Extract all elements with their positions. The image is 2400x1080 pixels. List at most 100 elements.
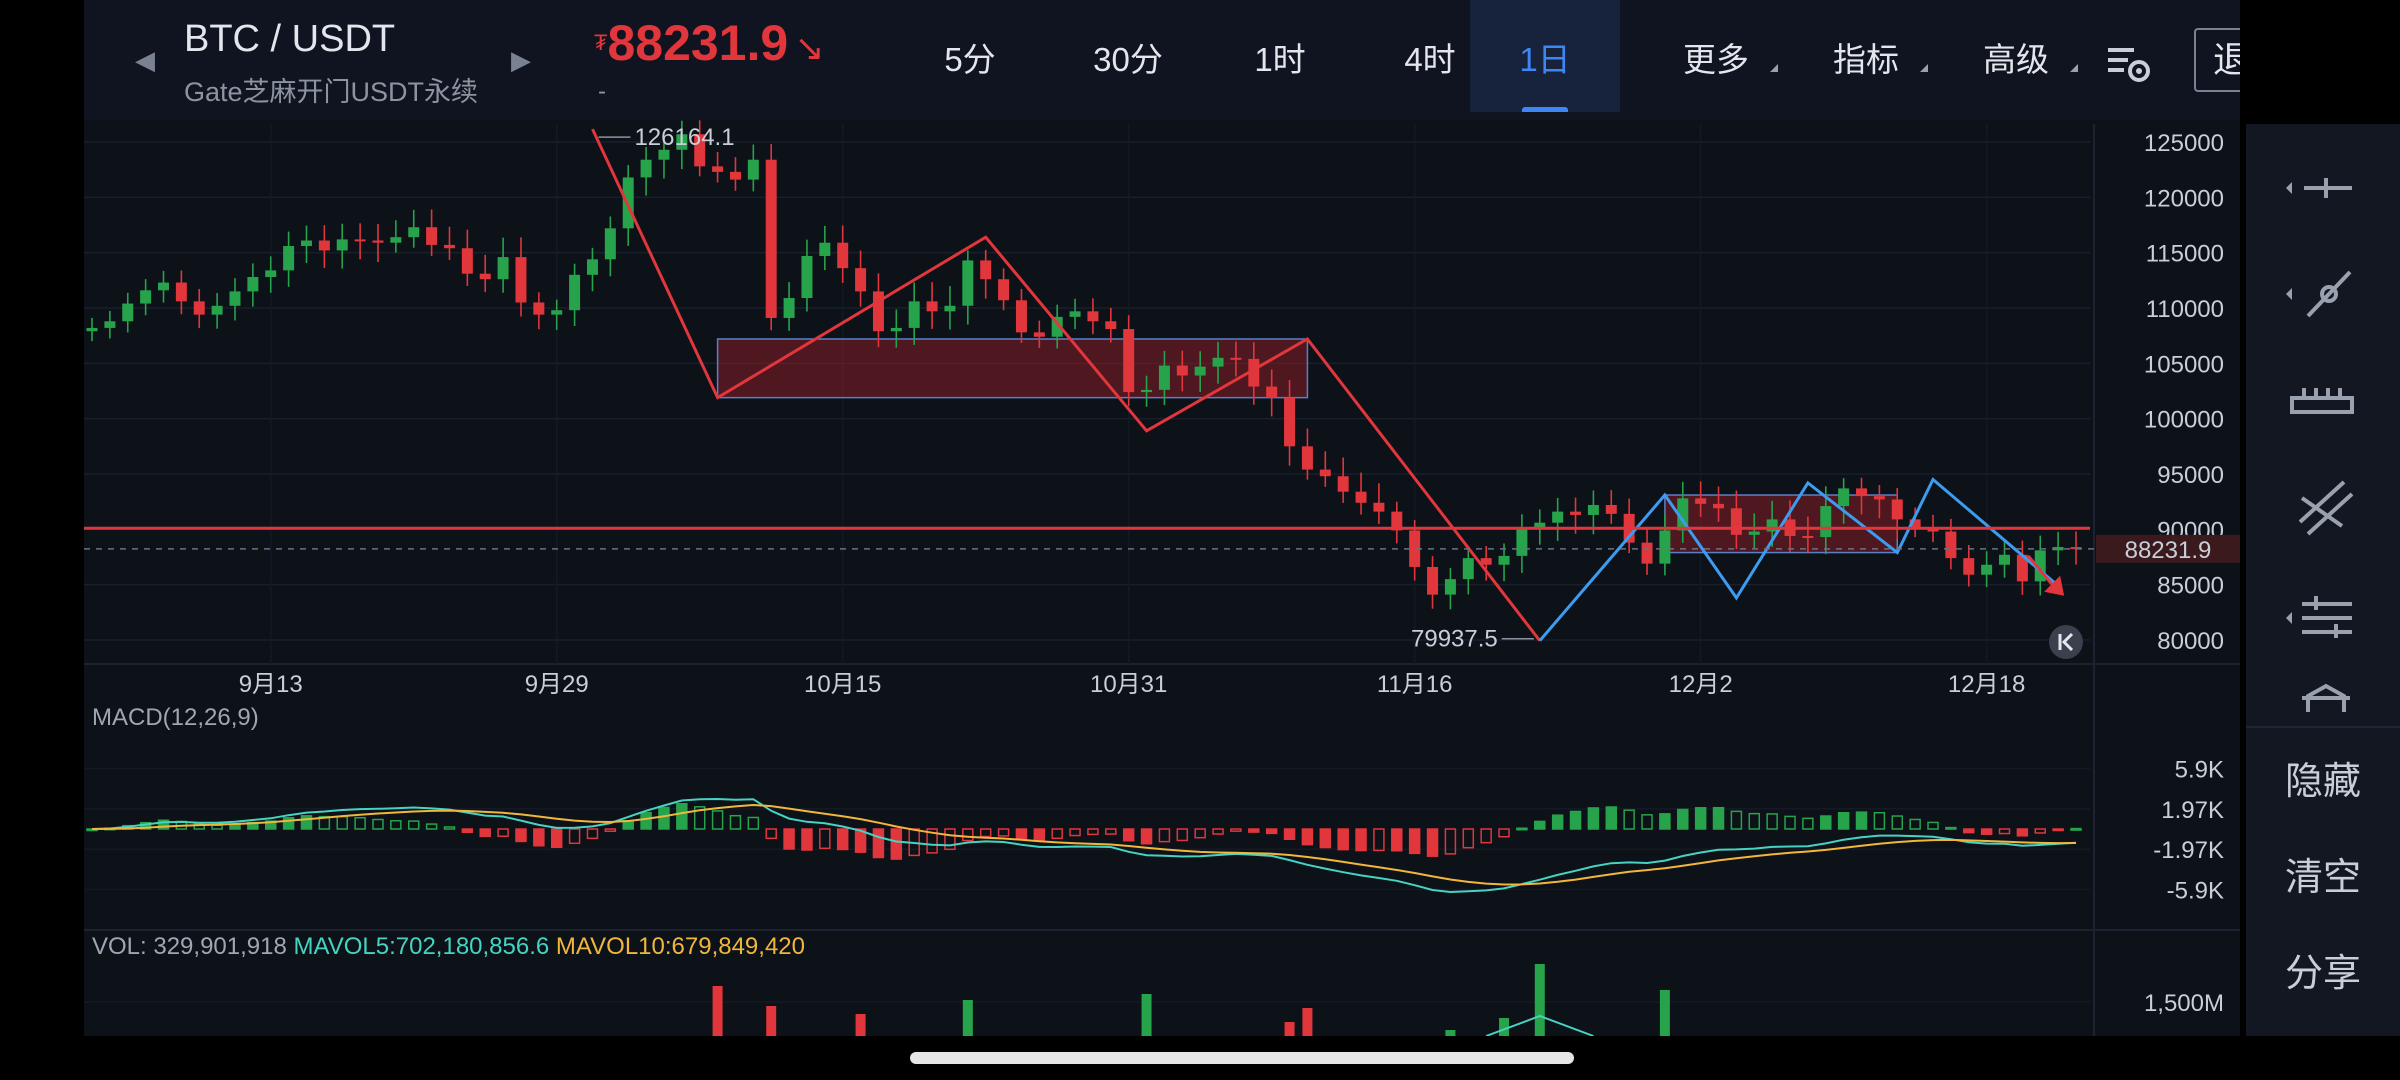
tab-more[interactable]: 更多 — [1656, 0, 1778, 112]
candle-body — [586, 259, 598, 275]
horizontal-line-icon[interactable] — [2246, 144, 2400, 234]
macd-histogram-bar — [1033, 828, 1046, 842]
macd-histogram-bar — [1301, 828, 1314, 846]
macd-histogram-bar — [1373, 828, 1385, 852]
share-button[interactable]: 分享 — [2284, 953, 2361, 995]
brush-icon[interactable] — [2246, 676, 2400, 716]
volume-bar — [855, 1014, 866, 1036]
candle-body — [1480, 558, 1492, 565]
date-axis: 9月13 9月29 10月15 10月31 11月16 12月2 12月18 — [239, 671, 2026, 698]
price-tick-label: 115000 — [2146, 241, 2224, 268]
macd-histogram-bar — [229, 823, 241, 830]
tab-1h[interactable]: 1时 — [1254, 41, 1306, 78]
macd-histogram-bar — [1462, 828, 1475, 849]
parallel-lines-icon[interactable] — [2246, 464, 2400, 554]
candle-body — [694, 134, 706, 167]
current-price-tag-text: 88231.9 — [2125, 537, 2212, 564]
candle-body — [908, 301, 920, 328]
candle-body — [962, 260, 974, 306]
price-change: - — [598, 78, 606, 105]
candle-body — [140, 290, 152, 304]
tab-advanced[interactable]: 高级 — [1956, 0, 2078, 112]
candle-body — [318, 240, 330, 251]
next-pair-icon[interactable]: ▶ — [511, 45, 531, 75]
fibonacci-icon[interactable] — [2246, 574, 2400, 664]
macd-histogram-bar — [836, 828, 849, 851]
tab-4h[interactable]: 4时 — [1404, 41, 1456, 78]
price-chart[interactable]: 125000 120000 115000 110000 105000 100000 9500… — [84, 0, 2240, 1036]
tab-1d[interactable]: 1日 — [1470, 0, 1620, 112]
macd-histogram-bar — [568, 828, 581, 845]
trend-line-icon[interactable] — [2246, 250, 2400, 340]
pair-name[interactable]: BTC / USDT — [184, 18, 396, 60]
volume-bar — [1284, 1022, 1295, 1036]
dropdown-corner-icon — [1920, 64, 1928, 72]
macd-histogram-bar — [1641, 814, 1653, 830]
clear-button[interactable]: 清空 — [2284, 857, 2361, 899]
toolbar-divider — [2246, 726, 2400, 728]
drawing-lines[interactable] — [84, 128, 2094, 642]
prev-pair-icon[interactable]: ◀ — [135, 45, 155, 75]
price-tick-label: 80000 — [2157, 628, 2224, 655]
candle-body — [1355, 491, 1367, 503]
hide-button[interactable]: 隐藏 — [2284, 761, 2361, 803]
candle-body — [354, 239, 366, 242]
tab-5min[interactable]: 5分 — [944, 41, 996, 78]
macd-panel: 5.9K 1.97K -1.97K -5.9K — [84, 757, 2240, 931]
candle-body — [1301, 446, 1313, 470]
candle-body — [247, 277, 259, 292]
macd-histogram-bar — [1319, 828, 1332, 849]
jump-latest-button[interactable] — [2049, 625, 2083, 659]
ruler-icon[interactable] — [2246, 354, 2400, 444]
chart-grid — [84, 124, 2240, 1036]
tab-30min[interactable]: 30分 — [1093, 41, 1163, 78]
macd-histogram-bar — [1176, 828, 1189, 842]
candle-body — [1123, 329, 1135, 393]
macd-histogram-bar — [282, 817, 295, 830]
mavol10-value: MAVOL10:679,849,420 — [555, 933, 805, 960]
jump-latest-icon — [2058, 632, 2074, 652]
candle-body — [443, 244, 455, 249]
macd-histogram-bar — [1802, 817, 1814, 830]
candle-body — [1999, 554, 2011, 565]
macd-histogram-bar — [211, 824, 223, 830]
volume-bar — [1141, 994, 1152, 1036]
candle-body — [1766, 519, 1778, 532]
exit-drawing-button[interactable]: 退出画线 — [2194, 28, 2240, 92]
macd-histogram-bar — [2016, 828, 2029, 837]
candle-body — [801, 255, 813, 299]
chart-labels: 126164.1 79937.5 88231.9 — [634, 124, 2240, 653]
volume-bar — [712, 986, 723, 1036]
candle-body — [1891, 499, 1903, 520]
date-tick-label: 10月31 — [1090, 671, 1167, 698]
currency-symbol: ₮ — [594, 30, 608, 55]
last-price: ₮88231.9 ↘ — [594, 14, 824, 72]
macd-histogram-bar — [962, 828, 974, 842]
candle-body — [998, 279, 1010, 301]
macd-histogram-bar — [318, 815, 331, 830]
candle-body — [890, 327, 902, 332]
blue-zigzag-line — [1538, 477, 2060, 642]
price-tick-label: 85000 — [2157, 573, 2224, 600]
candle-body — [1141, 389, 1153, 393]
macd-histogram-bar — [711, 810, 724, 830]
macd-histogram-bar — [533, 828, 545, 847]
macd-histogram-bar — [1015, 828, 1028, 840]
macd-histogram-bar — [783, 828, 795, 850]
volume-bar — [1302, 1008, 1313, 1036]
macd-histogram-bar — [1248, 828, 1260, 833]
dropdown-corner-icon — [1770, 64, 1778, 72]
candle-body — [819, 242, 831, 256]
macd-histogram-bar — [1873, 811, 1886, 830]
macd-histogram-bar — [997, 828, 1010, 837]
candle-body — [86, 327, 98, 332]
macd-histogram-bar — [1980, 828, 1993, 835]
tab-indicators[interactable]: 指标 — [1806, 0, 1928, 112]
macd-histogram-bar — [1891, 815, 1904, 830]
candle-body — [676, 134, 688, 150]
candle-body — [2016, 554, 2028, 582]
chart-settings-icon[interactable] — [2106, 44, 2152, 84]
macd-histogram-bar — [1265, 828, 1278, 835]
macd-histogram-bar — [640, 811, 652, 830]
volume-bar — [766, 1006, 777, 1036]
